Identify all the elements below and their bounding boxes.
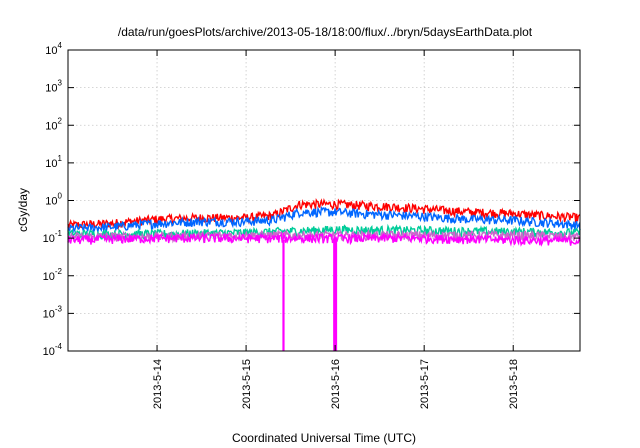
chart-title: /data/run/goesPlots/archive/2013-05-18/1… xyxy=(118,25,533,39)
y-tick-label: 104 xyxy=(45,41,62,57)
series-line-2 xyxy=(67,205,581,235)
x-tick-label: 2013-5-15 xyxy=(241,359,253,409)
x-tick-labels: 2013-5-14 2013-5-15 2013-5-16 2013-5-17 2013… xyxy=(152,359,520,409)
y-tick-label: 101 xyxy=(45,154,62,170)
y-tick-label: 102 xyxy=(45,116,62,132)
y-tick-labels: 104 103 102 101 100 10-1 10-2 10-3 10-4 xyxy=(43,41,63,358)
x-tick-label: 2013-5-18 xyxy=(508,359,520,409)
series-line-5 xyxy=(67,231,581,247)
y-tick-label: 10-3 xyxy=(43,304,63,320)
x-tick-label: 2013-5-17 xyxy=(419,359,431,409)
y-axis-label: cGy/day xyxy=(16,188,30,232)
y-tick-label: 10-1 xyxy=(43,229,63,245)
series-line-1 xyxy=(67,198,581,231)
series-layer xyxy=(67,198,581,351)
x-tick-label: 2013-5-16 xyxy=(330,359,342,409)
tick-layer xyxy=(68,49,580,352)
y-tick-label: 103 xyxy=(45,79,62,95)
y-tick-label: 10-4 xyxy=(43,342,63,358)
x-tick-label: 2013-5-14 xyxy=(152,359,164,409)
series-line-3 xyxy=(67,223,581,242)
y-tick-label: 100 xyxy=(45,192,62,208)
x-axis-label: Coordinated Universal Time (UTC) xyxy=(232,431,416,445)
y-tick-label: 10-2 xyxy=(43,267,63,283)
